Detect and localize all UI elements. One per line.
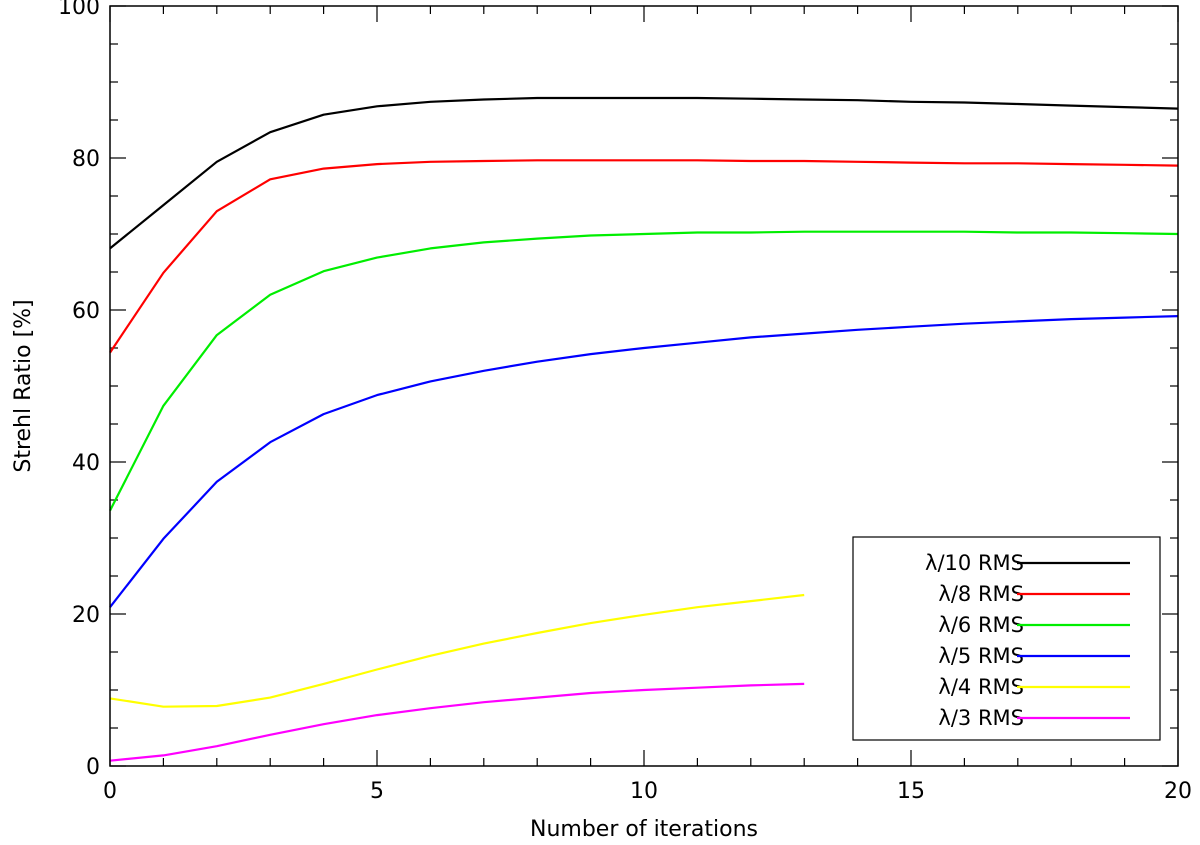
y-tick-label: 80	[72, 147, 100, 172]
y-tick-label: 20	[72, 603, 100, 628]
series-line-4	[109, 593, 805, 708]
series-line-2	[109, 230, 1179, 512]
x-tick-label: 10	[630, 779, 658, 804]
y-tick-label: 40	[72, 451, 100, 476]
y-tick-label: 60	[72, 299, 100, 324]
y-tick-label: 0	[86, 755, 100, 780]
legend-label: λ/10 RMS	[925, 551, 1024, 575]
legend-label: λ/4 RMS	[938, 675, 1024, 699]
series-line-1	[109, 159, 1179, 354]
series-line-0	[109, 96, 1179, 250]
y-axis-title: Strehl Ratio [%]	[11, 299, 36, 472]
x-tick-label: 15	[897, 779, 925, 804]
legend-box	[852, 536, 1161, 741]
tick-labels: 0 5 10 15 20 0 20 40 60 80 100	[58, 0, 1192, 804]
x-tick-label: 5	[370, 779, 384, 804]
x-axis-title: Number of iterations	[530, 817, 758, 842]
x-tick-label: 20	[1164, 779, 1192, 804]
x-tick-label: 0	[103, 779, 117, 804]
legend-label: λ/5 RMS	[938, 644, 1024, 668]
legend: λ/10 RMS λ/8 RMS λ/6 RMS λ/5 RMS λ/4 RMS λ/3 …	[852, 536, 1161, 741]
series-lines	[109, 96, 1179, 762]
series-line-5	[109, 682, 805, 762]
legend-label: λ/3 RMS	[938, 706, 1024, 730]
plot-frame	[109, 5, 1179, 767]
series-line-3	[109, 315, 1179, 608]
legend-label: λ/8 RMS	[938, 582, 1024, 606]
y-tick-label: 100	[58, 0, 100, 20]
legend-label: λ/6 RMS	[938, 613, 1024, 637]
